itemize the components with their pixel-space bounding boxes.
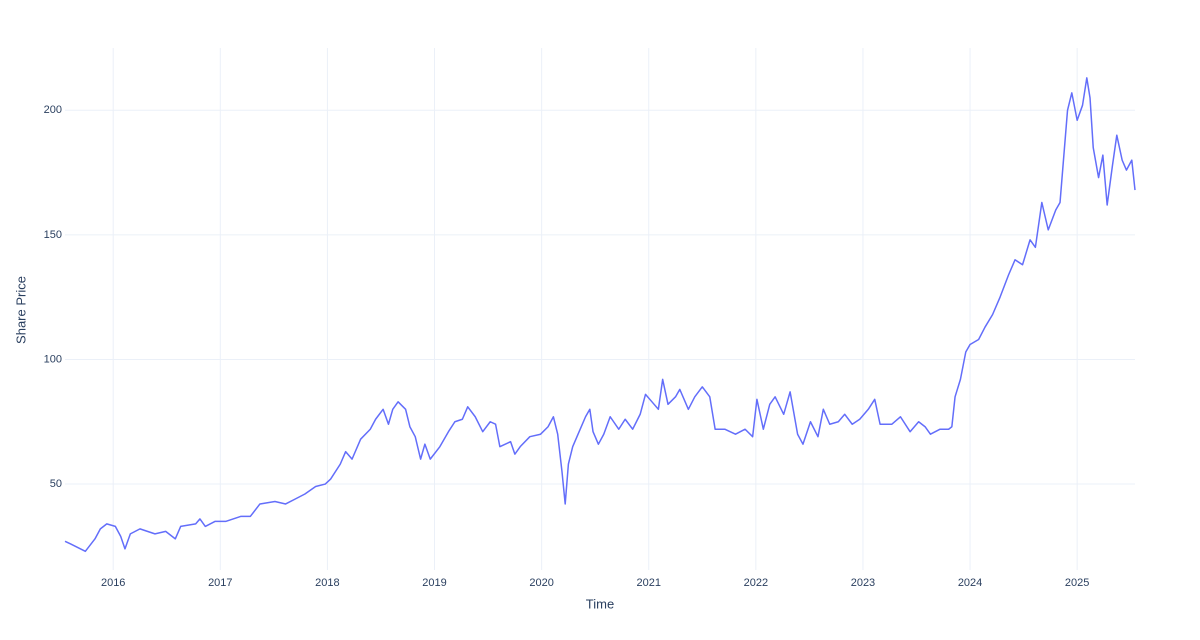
x-tick-label: 2021 — [636, 577, 660, 589]
y-tick-label: 100 — [44, 353, 62, 365]
x-tick-label: 2025 — [1065, 577, 1089, 589]
x-tick-label: 2023 — [851, 577, 875, 589]
x-tick-label: 2020 — [529, 577, 553, 589]
grid — [65, 48, 1135, 570]
y-tick-label: 50 — [50, 478, 62, 490]
x-tick-label: 2022 — [744, 577, 768, 589]
y-tick-label: 150 — [44, 229, 62, 241]
y-axis-title: Share Price — [13, 276, 28, 344]
x-tick-label: 2017 — [208, 577, 232, 589]
x-axis-title: Time — [586, 596, 614, 611]
x-tick-label: 2016 — [101, 577, 125, 589]
x-tick-label: 2024 — [958, 577, 982, 589]
price-line — [64, 77, 1136, 553]
x-tick-label: 2019 — [422, 577, 446, 589]
y-tick-label: 200 — [44, 104, 62, 116]
x-tick-label: 2018 — [315, 577, 339, 589]
